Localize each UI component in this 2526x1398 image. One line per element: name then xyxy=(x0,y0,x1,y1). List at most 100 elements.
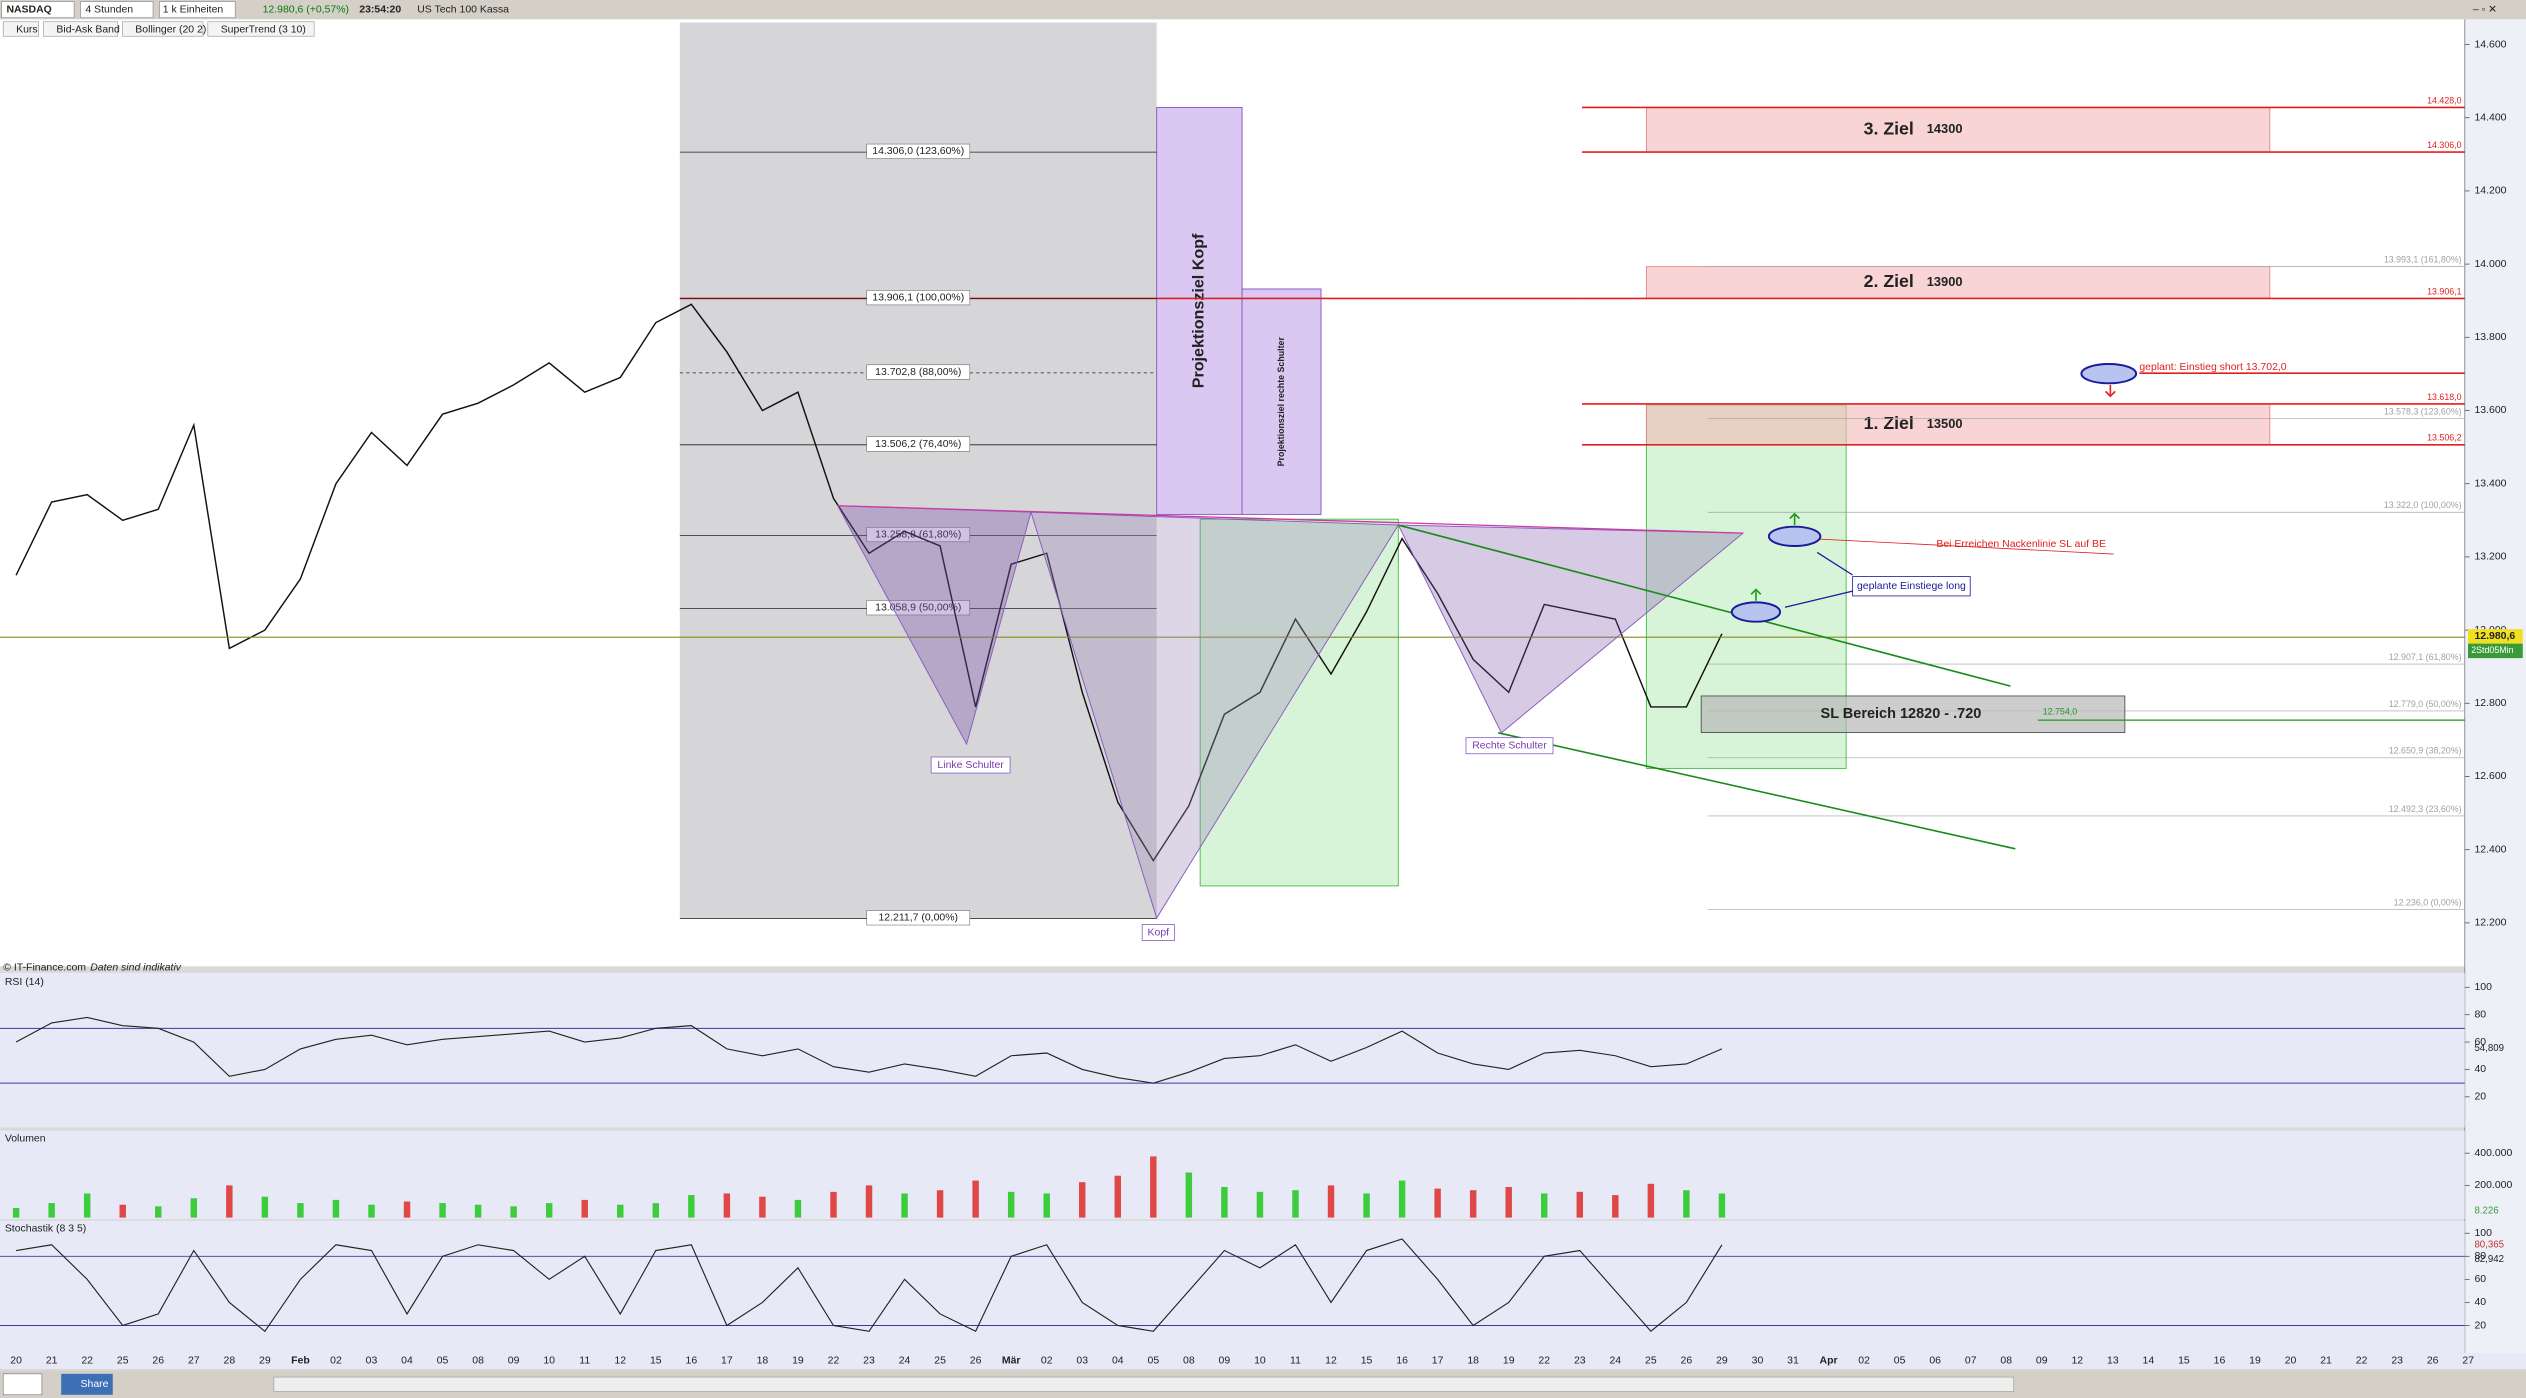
share-button[interactable] xyxy=(61,1373,113,1395)
date-label: 31 xyxy=(1787,1356,1799,1367)
label-box xyxy=(930,756,1011,774)
price-line xyxy=(15,303,1723,863)
stoch-last-d: 82,942 xyxy=(2474,1254,2504,1265)
target-title: 1. Ziel xyxy=(1864,413,1914,433)
volume-bar xyxy=(901,1193,908,1218)
date-axis xyxy=(0,1352,2526,1370)
volume-bar xyxy=(1398,1180,1406,1218)
symbol[interactable]: NASDAQ xyxy=(6,4,51,15)
date-label: 07 xyxy=(1965,1356,1977,1367)
volume-bar xyxy=(439,1203,446,1218)
sl-label: SL Bereich 12820 - .720 xyxy=(1821,706,1982,722)
volume-bar xyxy=(83,1193,91,1218)
timer-label: 2Std05Min xyxy=(2471,645,2513,655)
fib-label: 13.058,9 (50,00%) xyxy=(875,602,961,613)
volume-bar xyxy=(1007,1191,1015,1218)
projection-label: Projektionsziel rechte Schulter xyxy=(1276,337,1286,467)
volume-bar xyxy=(865,1185,873,1218)
stoch-title: Stochastik (8 3 5) xyxy=(5,1224,86,1235)
units-select[interactable] xyxy=(159,1,236,19)
target-value: 14300 xyxy=(1927,121,1963,136)
volume-title: Volumen xyxy=(5,1133,46,1144)
target-value: 13500 xyxy=(1927,416,1963,431)
y-tick-label: 100 xyxy=(2474,982,2492,993)
short-entry-note: geplant: Einstieg short 13.702,0 xyxy=(2139,362,2286,373)
date-label: 18 xyxy=(1467,1356,1479,1367)
date-label: 25 xyxy=(934,1356,946,1367)
volume-bar xyxy=(688,1195,695,1218)
neckline-note: Bei Erreichen Nackenlinie SL auf BE xyxy=(1936,539,2106,550)
period-select[interactable] xyxy=(80,1,154,19)
indicator-name: SuperTrend (3 10) xyxy=(221,25,306,36)
volume-bar xyxy=(581,1199,588,1218)
symbol-select[interactable] xyxy=(1,1,75,19)
target-zone xyxy=(1646,266,2271,299)
date-label: 22 xyxy=(2356,1356,2368,1367)
level-label: 12.650,9 (38,20%) xyxy=(2389,746,2462,756)
date-label: 10 xyxy=(543,1356,555,1367)
sl-zone xyxy=(1700,695,2126,733)
fib-label-box xyxy=(866,600,971,616)
fib-label: 14.306,0 (123,60%) xyxy=(872,146,964,157)
short-entry-ellipse xyxy=(2080,363,2138,385)
date-label: 03 xyxy=(1076,1356,1088,1367)
volume-bar xyxy=(1043,1193,1050,1218)
down-arrow xyxy=(2104,384,2116,398)
date-label: 26 xyxy=(152,1356,164,1367)
date-label: 11 xyxy=(1290,1356,1301,1367)
units[interactable]: 1 k Einheiten xyxy=(163,4,224,15)
volume-bar xyxy=(403,1201,411,1218)
fib-label: 13.506,2 (76,40%) xyxy=(875,439,961,450)
date-label: 15 xyxy=(650,1356,662,1367)
long-entry-ellipse xyxy=(1767,525,1822,547)
volume-bar xyxy=(48,1203,55,1218)
target-zone xyxy=(1646,107,2271,153)
y-tick-label: 20 xyxy=(2474,1092,2486,1103)
volume-bar xyxy=(12,1207,20,1218)
fib-label: 13.702,8 (88,00%) xyxy=(875,367,961,378)
date-label: Feb xyxy=(291,1356,310,1367)
date-label: 19 xyxy=(2249,1356,2261,1367)
y-tick-label: 80 xyxy=(2474,1009,2486,1020)
period[interactable]: 4 Stunden xyxy=(85,4,133,15)
volume-bar xyxy=(1469,1190,1477,1218)
right-shoulder-triangle xyxy=(1397,524,1745,734)
indicator-tag xyxy=(2,21,39,37)
date-label: 21 xyxy=(2320,1356,2332,1367)
note-line xyxy=(1796,537,2114,555)
volume-bar xyxy=(1150,1156,1157,1218)
date-label: 25 xyxy=(1645,1356,1657,1367)
volume-bar xyxy=(972,1180,979,1218)
rsi-title: RSI (14) xyxy=(5,977,44,988)
y-tick-label: 12.600 xyxy=(2474,771,2506,782)
y-tick-label: 14.600 xyxy=(2474,39,2506,50)
date-label: 24 xyxy=(899,1356,911,1367)
trend-line xyxy=(1398,524,2011,687)
indicator-tag xyxy=(207,21,315,37)
fib-label-box xyxy=(866,290,971,306)
date-label: 03 xyxy=(366,1356,378,1367)
left-shoulder-label: Linke Schulter xyxy=(937,760,1004,771)
window-controls[interactable]: – ▫ ✕ xyxy=(2473,4,2497,15)
share-label[interactable]: Share xyxy=(81,1379,109,1390)
date-label: 16 xyxy=(2214,1356,2226,1367)
level-label: 12.779,0 (50,00%) xyxy=(2389,699,2462,709)
volume-bar xyxy=(261,1196,269,1218)
date-label: 20 xyxy=(2285,1356,2297,1367)
y-tick-label: 60 xyxy=(2474,1037,2486,1048)
instrument: US Tech 100 Kassa xyxy=(417,4,509,15)
volume-bar xyxy=(1292,1190,1299,1218)
date-label: 14 xyxy=(2143,1356,2155,1367)
chart-type-button[interactable] xyxy=(2,1373,43,1396)
indicator-name: Kurs xyxy=(16,25,38,36)
trend-line xyxy=(1498,732,2016,850)
right-shoulder-label: Rechte Schulter xyxy=(1472,740,1547,751)
date-label: 12 xyxy=(1325,1356,1337,1367)
date-label: 09 xyxy=(1219,1356,1231,1367)
rsi-last: 54,809 xyxy=(2474,1043,2504,1054)
scrollbar[interactable] xyxy=(273,1376,2015,1392)
y-tick-label: 60 xyxy=(2474,1274,2486,1285)
date-label: Apr xyxy=(1820,1356,1838,1367)
volume-bar xyxy=(474,1204,482,1218)
indicator-name: Bid-Ask Band xyxy=(56,25,120,36)
